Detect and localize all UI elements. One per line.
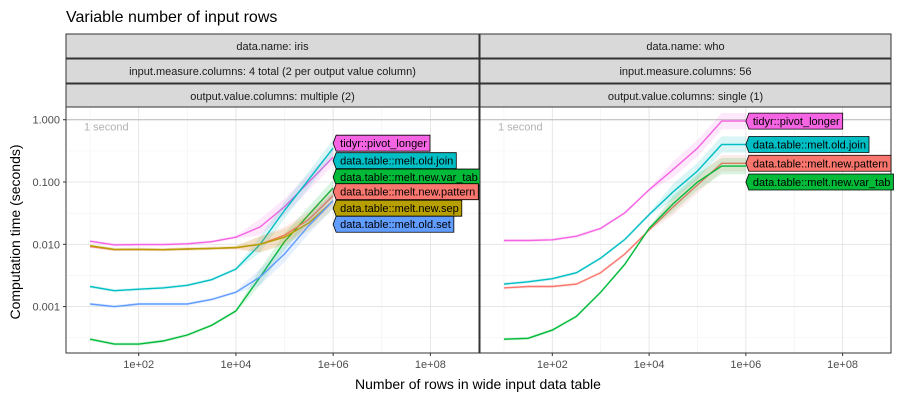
series-line [503,165,746,340]
series-end-label-text: data.table::melt.new.sep [340,203,459,215]
y-tick-label: 1.000 [32,115,60,127]
facet-strip [479,33,892,59]
series-line [90,200,334,308]
series-line [89,200,334,251]
series-end-label-box [332,183,479,201]
series-end-label: data.table::melt.new.var_tab [332,168,482,186]
series-end-label-text: data.table::melt.old.join [753,140,866,152]
series-ribbon [503,155,746,290]
x-tick-label: 1e+04 [634,359,665,371]
series-end-label: data.table::melt.old.join [745,136,870,153]
series-end-label-text: data.table::melt.new.pattern [340,187,475,199]
facet-strip-label: input.measure.columns: 4 total (2 per ou… [129,66,416,78]
facet-strip [65,83,480,109]
series-end-label: data.table::melt.old.set [332,215,455,233]
series-end-label-text: data.table::melt.old.set [340,219,451,231]
facet-strip-label: output.value.columns: multiple (2) [190,91,354,103]
facet-strip [65,33,480,59]
series-end-label-box [332,215,455,233]
facet-strip [65,58,480,84]
y-tick-label: 0.010 [32,239,60,251]
y-tick-label: 0.001 [32,302,60,314]
x-tick-label: 1e+06 [730,359,761,371]
series-line [89,147,334,292]
series-end-label: data.table::melt.new.var_tab [745,173,894,191]
facet-strip-label: data.name: who [646,41,724,53]
x-axis-label: Number of rows in wide input data table [355,376,601,392]
series-end-label: tidyr::pivot_longer [745,112,844,130]
panel-1: data.name: iris input.measure.columns: 4 … [32,33,482,371]
series-line [503,162,746,289]
y-axis-label: Computation time (seconds) [7,144,23,319]
x-tick-label: 1e+06 [318,359,349,371]
facet-strip [479,83,892,109]
series-ribbon [90,149,334,247]
series-end-label: data.table::melt.old.join [332,152,457,170]
series-end-label: data.table::melt.new.pattern [745,154,892,172]
series-end-label: data.table::melt.new.sep [332,199,463,217]
series-end-label-text: tidyr::pivot_longer [753,116,840,128]
x-tick-label: 1e+02 [537,359,568,371]
reference-line-label: 1 second [84,122,129,134]
facet-strip [479,58,892,84]
facet-strip-label: output.value.columns: single (1) [608,91,763,103]
series-end-label-box [745,173,894,191]
series-end-label-box [332,152,457,170]
reference-line-label: 1 second [498,122,543,134]
panel-2: data.name: who input.measure.columns: 56 o… [479,33,894,371]
series-ribbon [503,113,746,243]
series-end-label: data.table::melt.new.pattern [332,183,479,201]
series-ribbon [90,192,334,253]
series-end-label-box [332,134,431,152]
x-tick-label: 1e+08 [827,359,858,371]
series-ribbon [503,136,746,286]
x-tick-label: 1e+08 [415,359,446,371]
panel-border [479,106,892,354]
x-tick-label: 1e+02 [123,359,154,371]
series-end-label-box [745,154,892,172]
series-ribbon [90,192,334,309]
series-end-label-box [332,199,463,217]
series-ribbon [90,140,334,293]
series-end-label-box [745,136,870,153]
series-end-label-text: data.table::melt.new.var_tab [753,177,891,189]
facet-strip-label: data.name: iris [236,41,309,53]
x-tick-label: 1e+04 [220,359,251,371]
series-end-label-box [745,112,844,130]
series-end-label-text: data.table::melt.new.pattern [753,158,888,170]
facet-strip-label: input.measure.columns: 56 [619,66,751,78]
series-line [503,120,746,242]
panels-group: data.name: iris input.measure.columns: 4 … [32,33,894,371]
series-end-label-text: data.table::melt.new.var_tab [340,172,478,184]
series-end-label: tidyr::pivot_longer [332,134,431,152]
chart-title: Variable number of input rows [66,9,277,26]
series-end-label-text: tidyr::pivot_longer [340,138,427,150]
series-line [503,143,746,285]
y-tick-label: 0.100 [32,177,60,189]
panel-border [65,106,480,354]
series-end-label-text: data.table::melt.old.join [340,156,453,168]
series-line [89,156,334,246]
series-ribbon [90,187,334,253]
